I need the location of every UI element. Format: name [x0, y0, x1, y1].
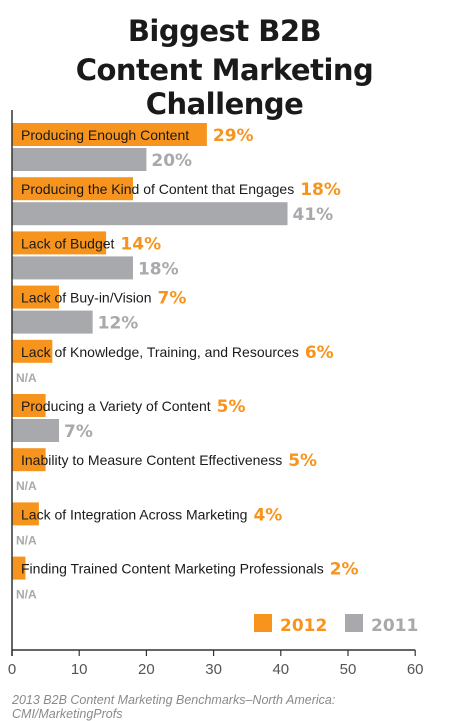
bar-2012 — [12, 339, 53, 363]
data-label-2011: 41% — [293, 205, 334, 225]
chart-title-line-2: Content Marketing Challenge — [75, 53, 374, 121]
bar-2012 — [12, 231, 107, 255]
data-label-2012: 6% — [305, 343, 334, 363]
bar-chart: Producing Enough Content 29% 20% Producing … — [8, 110, 424, 678]
data-label-2012: 5% — [288, 451, 317, 471]
category-label: Producing a Variety of Content — [21, 398, 211, 414]
x-tick-label: 50 — [340, 661, 357, 678]
bar-2012 — [12, 285, 60, 309]
bar-2011 — [12, 419, 60, 442]
legend-label-2012: 2012 — [280, 616, 327, 636]
category-label: Lack of Knowledge, Training, and Resourc… — [21, 344, 299, 360]
category-label: Inability to Measure Content Effectivene… — [21, 452, 282, 468]
bar-2012 — [12, 394, 46, 417]
data-label-2012: 5% — [217, 397, 246, 417]
bar-2012 — [12, 177, 133, 201]
category-label: Lack of Buy-in/Vision — [21, 290, 151, 306]
category-label: Finding Trained Content Marketing Profes… — [21, 561, 324, 577]
x-tick-label: 60 — [407, 661, 424, 678]
data-label-2011: 12% — [98, 314, 139, 334]
data-label-2012: 14% — [120, 234, 161, 254]
data-label-2011-na: N/A — [16, 588, 37, 602]
x-tick-label: 30 — [205, 661, 222, 678]
data-label-2011-na: N/A — [16, 479, 37, 493]
data-label-2011-na: N/A — [16, 533, 37, 547]
bar-2012 — [12, 123, 207, 146]
bar-2011 — [12, 202, 288, 226]
bar-2012 — [12, 502, 39, 526]
category-label: Lack of Integration Across Marketing — [21, 506, 247, 522]
data-label-2012: 4% — [253, 505, 282, 525]
legend-swatch-2011 — [345, 614, 363, 632]
legend-swatch-2012 — [254, 614, 272, 632]
data-label-2012: 29% — [213, 126, 254, 146]
category-label: Producing the Kind of Content that Engag… — [21, 181, 294, 197]
legend-label-2011: 2011 — [371, 616, 418, 636]
bar-2012 — [12, 556, 26, 580]
bar-2012 — [12, 448, 46, 472]
data-label-2011-na: N/A — [16, 371, 37, 385]
bar-2011 — [12, 256, 133, 280]
x-tick-label: 20 — [138, 661, 155, 678]
data-label-2011: 20% — [151, 151, 192, 171]
x-tick-label: 10 — [71, 661, 88, 678]
data-label-2012: 18% — [300, 180, 341, 200]
data-label-2011: 18% — [138, 259, 179, 279]
data-label-2012: 7% — [157, 289, 186, 309]
bar-2011 — [12, 310, 93, 334]
x-tick-label: 40 — [272, 661, 289, 678]
data-label-2012: 2% — [330, 560, 359, 580]
category-label: Lack of Budget — [21, 235, 115, 251]
source-caption: 2013 B2B Content Marketing Benchmarks–No… — [12, 693, 336, 721]
data-label-2011: 7% — [64, 422, 93, 442]
category-label: Producing Enough Content — [21, 127, 189, 143]
chart-title-line-1: Biggest B2B — [127, 14, 322, 48]
bar-2011 — [12, 148, 147, 171]
x-tick-label: 0 — [8, 661, 16, 678]
